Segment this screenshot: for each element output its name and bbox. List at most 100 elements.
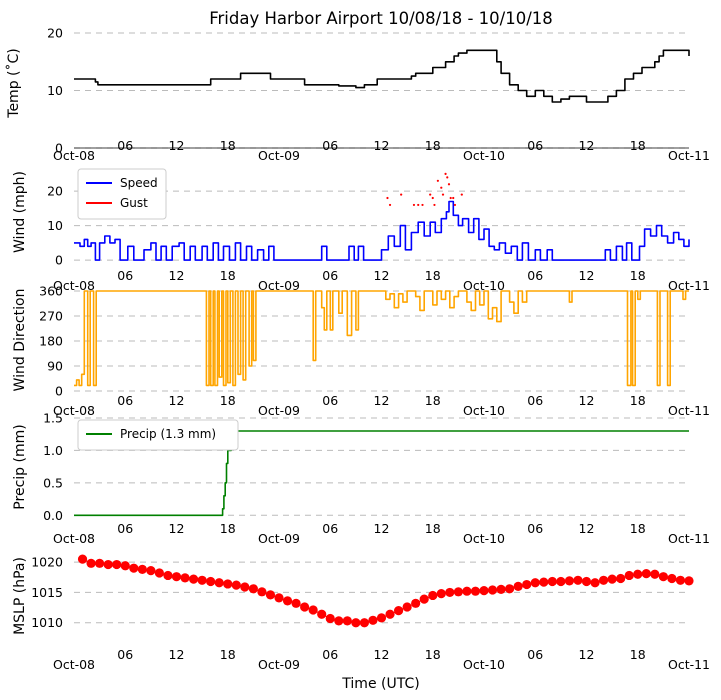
dir-ytick-label: 90 [47,359,63,374]
mslp-data-point [77,554,88,564]
temp-xtick-label: 12 [169,138,185,153]
x-axis-label: Time (UTC) [341,676,419,692]
precip-xtick-label: 12 [169,521,185,536]
precip-legend-box [77,419,239,451]
mslp-data-point [505,584,515,594]
panel-wind: 0 10 20 Wind (mph) Oct-08 06 12 18 Oct-09 06 12 18 O… [12,168,710,293]
wind-ytick-label: 0 [55,253,63,268]
mslp-data-point [547,576,557,587]
dir-xtick-label: Oct-11 [668,403,710,418]
wind-gust-point [429,193,432,196]
mslp-data-point [171,572,182,582]
mslp-data-point [487,585,498,595]
mslp-xtick-label: 06 [117,647,133,662]
precip-xtick-label: Oct-11 [668,531,710,546]
dir-xtick-label: 12 [374,393,390,408]
mslp-data-point [206,576,216,587]
mslp-data-point [598,575,609,585]
precip-ytick-label: 1.5 [43,411,63,426]
temp-xtick-label: 18 [630,138,646,153]
precip-ytick-label: 0.0 [43,508,63,523]
mslp-data-point [120,561,130,571]
dir-xtick-label: Oct-10 [463,403,505,418]
mslp-data-point [163,570,173,581]
wind-xtick-label: 12 [579,268,595,283]
wind-gust-point [433,203,436,207]
dir-xtick-label: Oct-09 [258,403,300,418]
wind-xtick-label: Oct-11 [668,278,710,293]
wind-xtick-label: 06 [117,268,133,283]
mslp-data-point [214,578,224,588]
temp-ytick-label: 20 [47,26,63,41]
precip-legend-label: Precip (1.3 mm) [120,427,216,441]
wind-gust-point [453,203,457,207]
mslp-data-point [368,615,378,625]
mslp-data-point [522,579,532,590]
precip-ytick-label: 0.5 [43,475,63,490]
precip-series-line [74,430,689,517]
wind-xtick-label: 18 [630,268,646,283]
mslp-data-point [291,598,301,608]
wind-gust-point [460,193,463,196]
mslp-data-point [231,580,241,590]
mslp-data-point [137,564,147,574]
mslp-data-point [282,596,293,606]
panel-temp: 0 10 20 Temp (˚C) Oct-08 06 12 18 Oct-09 06 12 18 Oc… [5,26,710,164]
mslp-data-point [248,584,258,594]
mslp-data-point [129,563,139,573]
mslp-data-point [257,587,267,597]
temp-xtick-label: 12 [579,138,595,153]
mslp-data-point [581,576,592,587]
mslp-data-point [658,572,668,582]
temp-ytick-label: 10 [47,83,63,98]
mslp-data-point [496,584,506,594]
precip-xtick-label: Oct-08 [53,531,95,546]
wind-xtick-label: 06 [322,268,338,283]
wind-gust-point [417,203,420,207]
mslp-data-point [154,568,165,578]
wind-legend: Speed Gust [77,168,167,220]
temp-xtick-label: Oct-08 [53,148,95,163]
dir-ytick-label: 0 [55,384,63,399]
mslp-ytick-label: 1010 [31,615,63,630]
wind-gust-point [400,193,403,196]
precip-xtick-label: 12 [374,521,390,536]
mslp-data-point [650,569,660,579]
mslp-data-point [470,586,481,596]
mslp-data-point [180,573,190,583]
precip-xtick-label: 18 [630,521,646,536]
mslp-data-point [385,609,395,619]
dir-series-line [74,290,689,387]
dir-xtick-label: 06 [117,393,133,408]
mslp-xtick-label: 18 [220,647,236,662]
dir-ytick-label: 360 [39,284,63,299]
temp-xtick-label: 12 [374,138,390,153]
mslp-data-point [462,586,472,596]
precip-legend: Precip (1.3 mm) [77,419,239,451]
dir-xtick-label: Oct-08 [53,403,95,418]
mslp-data-point [351,618,361,628]
dir-xtick-label: 18 [630,393,646,408]
mslp-data-point [86,558,96,568]
mslp-xtick-label: 06 [527,647,543,662]
mslp-data-point [590,578,600,588]
wind-y-axis-label: Wind (mph) [12,171,28,253]
mslp-data-point [146,566,156,576]
precip-xtick-label: 12 [579,521,595,536]
mslp-xtick-label: Oct-10 [463,657,505,672]
mslp-data-point [479,586,489,596]
mslp-data-point [624,570,634,581]
dir-ytick-label: 270 [39,309,63,324]
mslp-data-point [539,577,549,587]
wind-gust-point [444,172,447,175]
temp-series-line [74,49,690,103]
wind-gust-point [412,203,416,207]
wind-gust-point [446,176,449,179]
temp-y-axis-label: Temp (˚C) [5,48,22,118]
mslp-data-point [223,579,233,589]
mslp-data-point [112,559,122,570]
wind-legend-box [77,168,167,220]
wind-gust-point [449,196,452,200]
mslp-data-point [684,576,694,586]
